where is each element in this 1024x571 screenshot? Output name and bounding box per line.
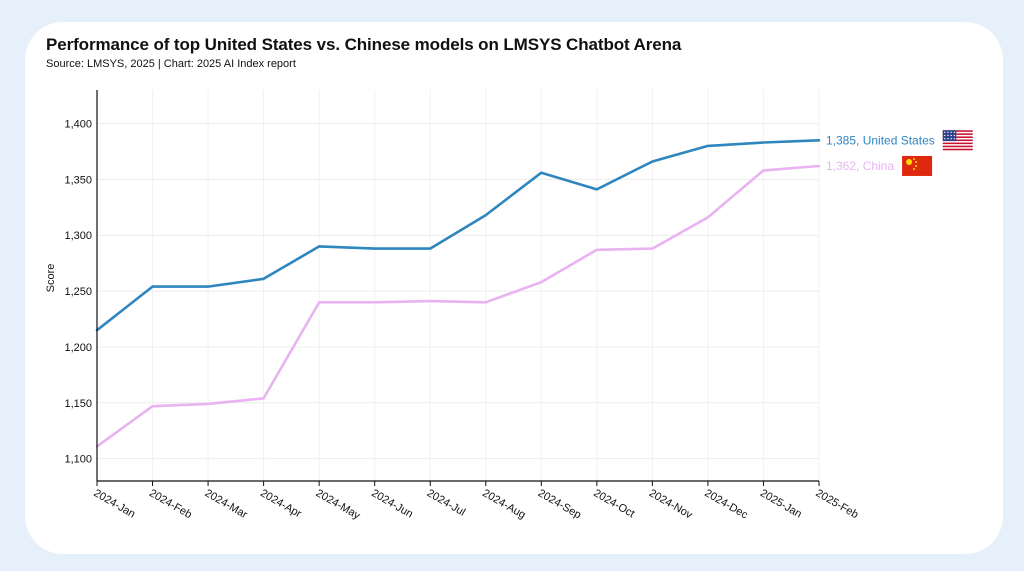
- y-tick-label: 1,200: [64, 342, 92, 354]
- x-tick-label: 2024-Nov: [647, 487, 695, 521]
- x-tick-label: 2024-May: [314, 487, 363, 522]
- y-tick-label: 1,300: [64, 230, 92, 242]
- series-line-china: [95, 164, 821, 448]
- x-tick-label: 2024-Jan: [92, 487, 138, 520]
- x-tick-label: 2025-Jan: [758, 487, 804, 520]
- x-tick-label: 2024-Jul: [425, 487, 468, 518]
- x-tick-label: 2025-Feb: [814, 487, 861, 521]
- x-tick-label: 2024-Feb: [147, 487, 194, 521]
- x-tick-label: 2024-Sep: [536, 487, 583, 521]
- china-flag-icon: [902, 155, 933, 176]
- x-tick-label: 2024-Aug: [480, 487, 527, 521]
- y-tick-label: 1,150: [64, 398, 92, 410]
- series-end-labels: 1,385, United States 1,362, China: [826, 130, 973, 176]
- x-tick-label: 2024-Mar: [203, 487, 250, 521]
- series-line-united-states: [95, 139, 821, 332]
- y-tick-label: 1,350: [64, 174, 92, 186]
- x-axis-ticks: 2024-Jan 2024-Feb 2024-Mar 2024-Apr 2024-May…: [92, 481, 861, 522]
- x-tick-label: 2024-Jun: [369, 487, 415, 520]
- y-tick-label: 1,400: [64, 119, 92, 131]
- series-end-label: 1,362, China: [826, 159, 894, 173]
- y-tick-label: 1,250: [64, 286, 92, 298]
- chart-card: [25, 22, 1003, 554]
- series-lines: [95, 139, 821, 448]
- chart-subtitle: Source: LMSYS, 2025 | Chart: 2025 AI Ind…: [46, 58, 296, 70]
- y-tick-label: 1,100: [64, 454, 92, 466]
- y-axis-ticks: 1,100 1,150 1,200 1,250 1,300 1,350 1,400: [64, 119, 92, 466]
- chart-title: Performance of top United States vs. Chi…: [46, 35, 682, 54]
- y-axis-label: Score: [45, 264, 57, 293]
- x-tick-label: 2024-Dec: [702, 487, 750, 521]
- x-tick-label: 2024-Oct: [591, 487, 636, 520]
- series-end-label: 1,385, United States: [826, 133, 935, 147]
- us-flag-icon: [942, 130, 973, 151]
- x-tick-label: 2024-Apr: [258, 487, 303, 520]
